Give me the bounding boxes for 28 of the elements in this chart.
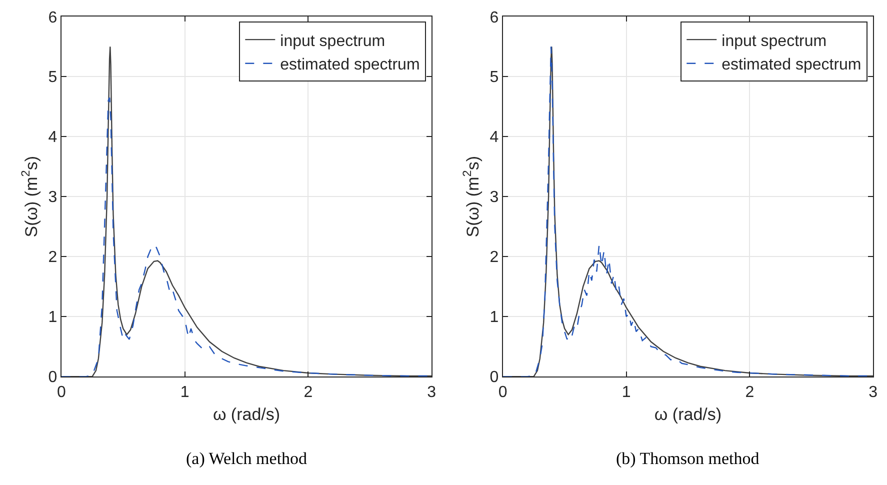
x-tick-label: 1 [180,384,190,401]
y-tick-label: 0 [48,369,58,386]
y-tick-label: 1 [490,309,499,326]
x-axis-title: ω (rad/s) [212,405,280,424]
y-tick-label: 4 [48,129,58,146]
legend-label: input spectrum [722,32,827,50]
y-tick-label: 5 [48,69,58,86]
x-tick-label: 3 [427,384,436,401]
text: (b) Thomson method [616,449,760,468]
x-axis-title: ω (rad/s) [654,405,722,424]
x-tick-label: 1 [622,384,631,401]
y-tick-label: 5 [490,69,499,86]
x-tick-label: 2 [304,384,313,401]
y-tick-label: 6 [490,9,499,26]
y-tick-label: 4 [490,129,499,146]
text: (a) Welch method [186,449,308,468]
y-tick-label: 6 [48,9,58,26]
y-tick-label: 1 [48,309,58,326]
x-tick-label: 2 [745,384,754,401]
legend-label: estimated spectrum [722,56,862,74]
y-tick-label: 0 [490,369,499,386]
y-tick-label: 3 [48,189,58,206]
y-tick-label: 3 [490,189,499,206]
y-tick-label: 2 [48,249,58,266]
legend-label: estimated spectrum [280,56,420,74]
y-tick-label: 2 [490,249,499,266]
legend-label: input spectrum [280,32,386,50]
x-tick-label: 3 [868,384,878,401]
